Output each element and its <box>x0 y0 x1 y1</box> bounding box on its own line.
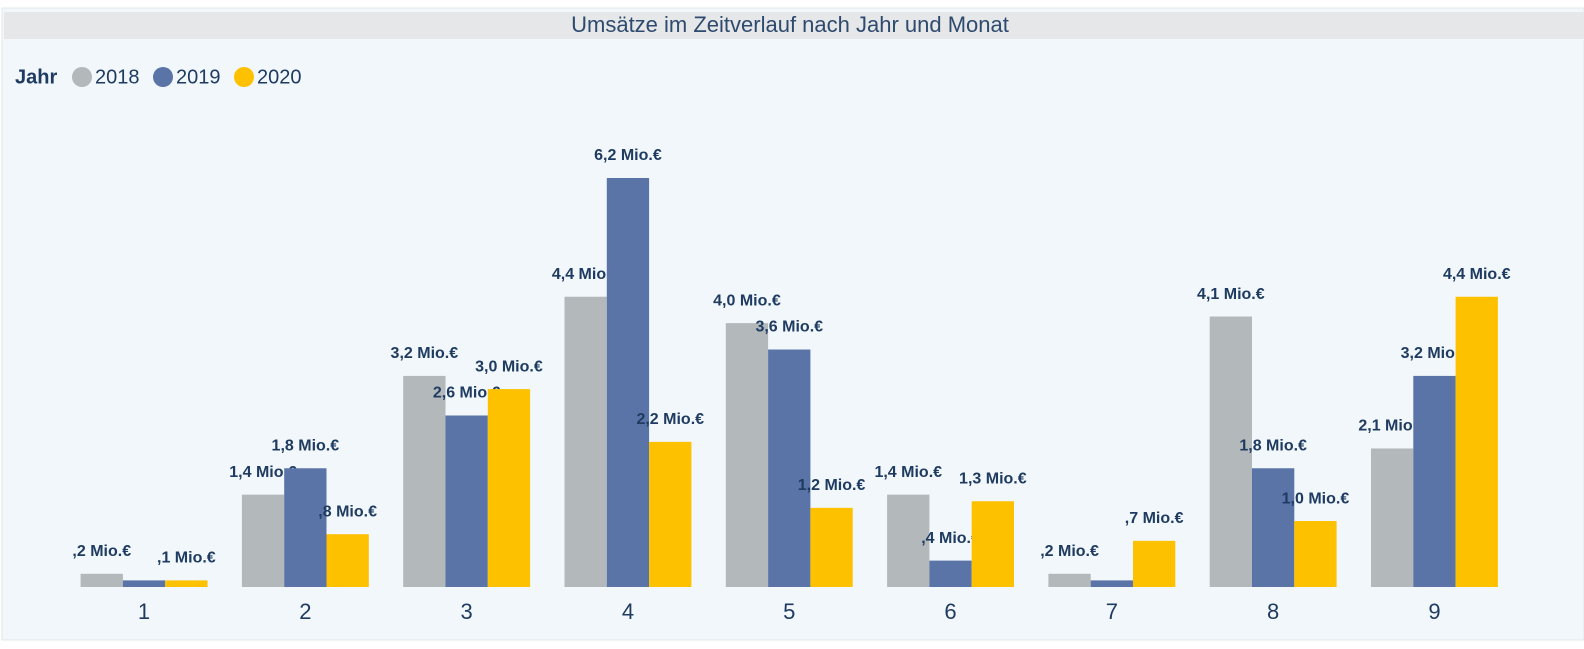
bar <box>887 494 930 587</box>
data-label: 1,3 Mio.€ <box>959 470 1027 487</box>
bar <box>1133 540 1176 587</box>
bar <box>1371 448 1414 587</box>
bar <box>80 573 123 587</box>
bar <box>1209 316 1252 587</box>
bar <box>971 501 1014 587</box>
data-label: ,2 Mio.€ <box>1040 543 1099 560</box>
bar <box>326 534 369 587</box>
legend-label: 2018 <box>95 66 140 88</box>
bar <box>1413 375 1456 587</box>
legend-marker <box>234 67 254 87</box>
x-tick-label: 3 <box>461 599 473 624</box>
bar <box>1455 296 1498 587</box>
bar <box>810 507 853 587</box>
data-label: 3,2 Mio.€ <box>391 345 459 362</box>
bar <box>487 389 531 587</box>
bar <box>403 375 446 587</box>
data-label: ,1 Mio.€ <box>157 550 216 567</box>
bar <box>606 178 650 587</box>
data-label: 4,4 Mio.€ <box>552 266 620 283</box>
data-label: 1,2 Mio.€ <box>798 477 866 494</box>
bar <box>1252 468 1295 587</box>
data-label: 2,1 Mio.€ <box>1358 418 1426 435</box>
data-label: 4,1 Mio.€ <box>1197 286 1265 303</box>
data-label: 6,2 Mio.€ <box>594 147 662 164</box>
title-bar <box>4 12 1584 39</box>
data-label: 3,6 Mio.€ <box>755 319 823 336</box>
x-tick-label: 9 <box>1428 599 1440 624</box>
bar <box>284 468 327 587</box>
bar <box>122 580 166 587</box>
x-tick-label: 7 <box>1106 599 1118 624</box>
bar <box>445 415 488 587</box>
x-tick-label: 4 <box>622 599 634 624</box>
data-label: ,2 Mio.€ <box>72 543 131 560</box>
data-label: 4,0 Mio.€ <box>713 292 781 309</box>
bar <box>649 441 692 587</box>
legend-marker <box>72 67 92 87</box>
data-label: 2,6 Mio.€ <box>433 385 501 402</box>
legend-label: 2020 <box>257 66 302 88</box>
data-label: ,8 Mio.€ <box>318 503 377 520</box>
data-label: ,4 Mio.€ <box>921 530 980 547</box>
chart-title: Umsätze im Zeitverlauf nach Jahr und Mon… <box>571 12 1009 37</box>
data-label: ,7 Mio.€ <box>1125 510 1184 527</box>
data-label: 4,4 Mio.€ <box>1443 266 1511 283</box>
bar <box>165 580 208 587</box>
x-tick-label: 2 <box>299 599 311 624</box>
data-label: 3,0 Mio.€ <box>475 358 543 375</box>
bar <box>564 296 607 587</box>
bar <box>1294 521 1337 587</box>
data-label: 1,8 Mio.€ <box>272 437 340 454</box>
bar <box>241 494 285 587</box>
bar <box>1090 580 1133 587</box>
data-label: 1,4 Mio.€ <box>229 464 297 481</box>
data-label: 1,4 Mio.€ <box>874 464 942 481</box>
bar <box>768 349 811 587</box>
bar <box>1048 573 1091 587</box>
x-tick-label: 5 <box>783 599 795 624</box>
legend-marker <box>153 67 173 87</box>
data-label: 3,2 Mio.€ <box>1401 345 1469 362</box>
legend-label: 2019 <box>176 66 221 88</box>
x-tick-label: 8 <box>1267 599 1279 624</box>
bar <box>929 560 972 587</box>
data-label: 2,2 Mio.€ <box>636 411 704 428</box>
legend-title: Jahr <box>15 66 57 88</box>
bar <box>725 323 769 587</box>
data-label: 1,8 Mio.€ <box>1239 437 1307 454</box>
x-tick-label: 1 <box>138 599 150 624</box>
x-tick-label: 6 <box>944 599 956 624</box>
data-label: 1,0 Mio.€ <box>1282 490 1350 507</box>
